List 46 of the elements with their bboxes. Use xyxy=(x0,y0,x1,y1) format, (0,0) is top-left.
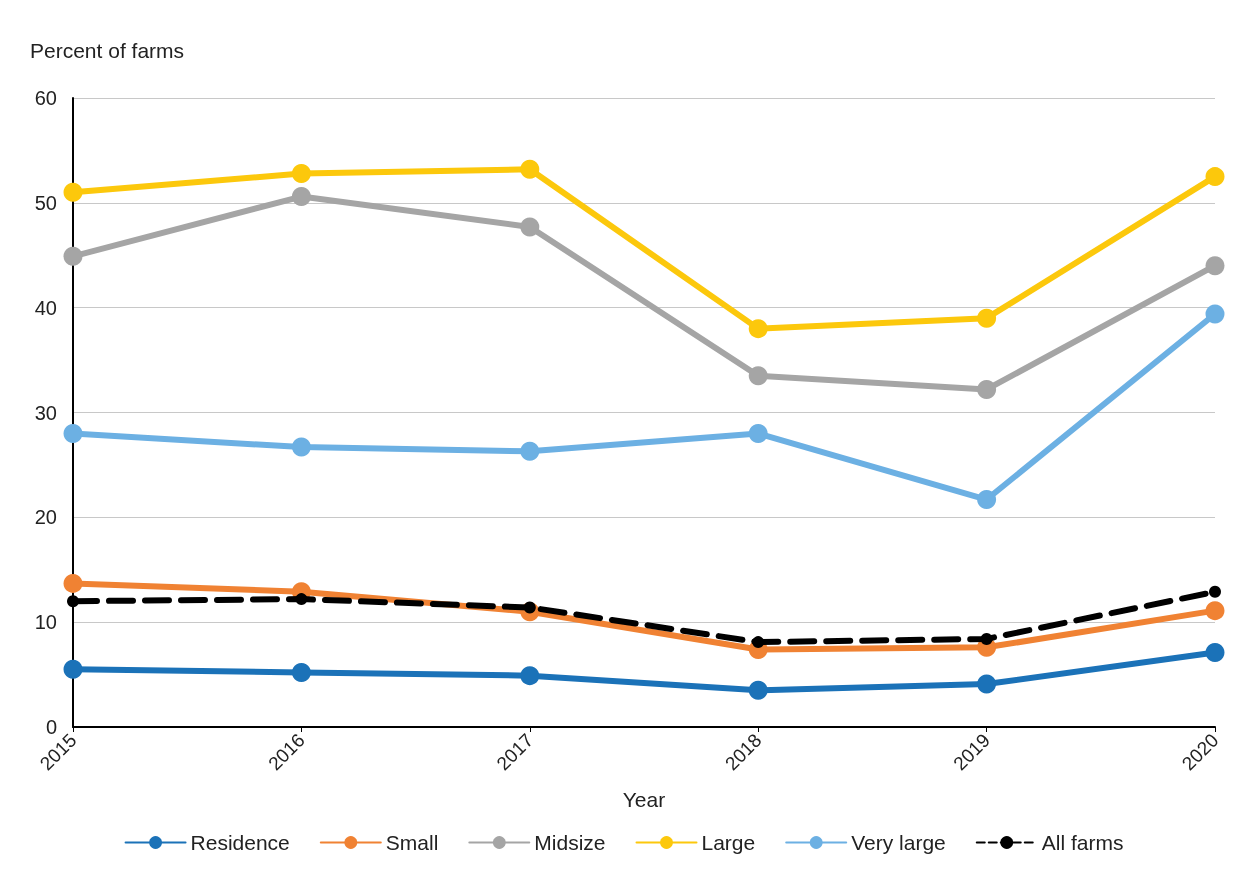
legend-label: Large xyxy=(701,831,756,854)
legend-label: Very large xyxy=(851,831,946,854)
point xyxy=(977,379,997,399)
y-axis-title: Percent of farms xyxy=(30,39,185,62)
point xyxy=(63,573,83,593)
point xyxy=(977,490,997,510)
point xyxy=(520,441,540,461)
legend-label: Small xyxy=(385,831,439,854)
point xyxy=(977,674,997,694)
point xyxy=(520,217,540,237)
x-axis-title: Year xyxy=(622,788,666,811)
point xyxy=(291,187,311,207)
y-tick-label: 50 xyxy=(34,191,57,214)
point xyxy=(1205,643,1225,663)
y-tick-label: 0 xyxy=(45,716,57,738)
y-tick-label: 40 xyxy=(34,296,57,319)
point xyxy=(63,659,83,679)
point xyxy=(1205,601,1225,621)
point xyxy=(291,437,311,457)
legend-label: Midsize xyxy=(534,831,606,854)
point xyxy=(520,666,540,686)
point xyxy=(63,246,83,266)
point xyxy=(63,182,83,202)
point xyxy=(752,636,765,649)
point xyxy=(63,423,83,443)
point xyxy=(980,632,993,645)
point xyxy=(291,163,311,183)
y-tick-label: 60 xyxy=(34,87,57,109)
legend-label: All farms xyxy=(1041,831,1124,854)
point xyxy=(748,680,768,700)
point xyxy=(291,662,311,682)
y-tick-label: 30 xyxy=(34,401,57,424)
point xyxy=(1205,167,1225,187)
point xyxy=(1205,256,1225,276)
point xyxy=(748,423,768,443)
point xyxy=(748,366,768,386)
point xyxy=(520,159,540,179)
point xyxy=(1205,304,1225,324)
y-tick-label: 20 xyxy=(34,506,57,529)
point xyxy=(67,595,79,608)
point xyxy=(295,593,308,606)
point xyxy=(748,319,768,339)
legend-label: Residence xyxy=(190,831,290,854)
y-tick-label: 10 xyxy=(34,611,57,634)
point xyxy=(1209,585,1221,598)
point xyxy=(977,308,997,328)
